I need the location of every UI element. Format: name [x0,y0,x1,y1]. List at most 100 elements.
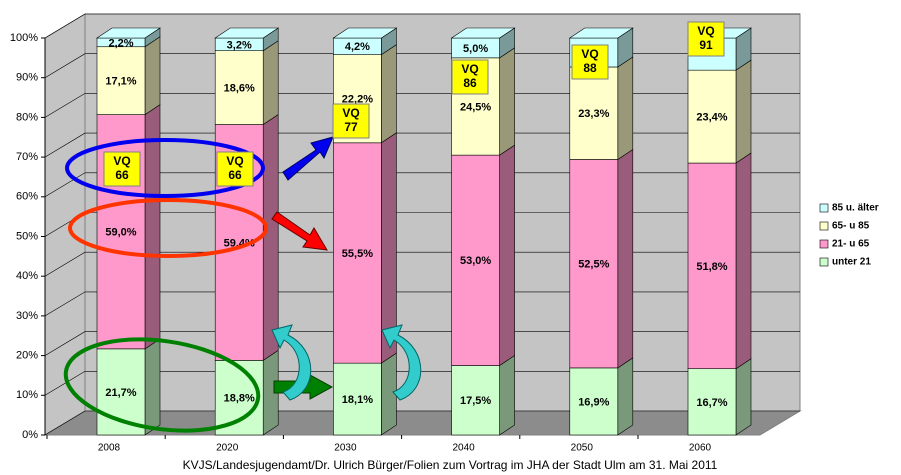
value-label: 23,4% [696,112,727,124]
legend-swatch [819,221,829,231]
y-tick-label: 70% [16,151,38,163]
bar-top [96,27,161,39]
bar-side [617,56,634,161]
bar-side [617,148,634,369]
bar-side [735,358,752,436]
bar-side [262,113,279,361]
bar-side [735,59,752,164]
annotation-box [216,151,254,187]
annotation-value: 86 [463,76,477,90]
annotation-label: VQ [581,47,598,61]
value-label: 17,5% [460,395,491,407]
bar-side [735,152,752,370]
annotation-label: VQ [697,24,714,38]
value-label: 17,1% [105,76,136,88]
value-label: 21,7% [105,387,136,399]
grid-line [44,13,800,39]
grid-line [44,172,800,198]
bar-segment [451,154,500,366]
value-label: 18,1% [342,394,373,406]
y-tick-label: 20% [16,350,38,362]
y-tick-label: 80% [16,111,38,123]
legend-swatch [819,203,829,213]
value-label: 4,2% [345,41,370,53]
legend-swatch [819,257,829,267]
curved-arrow [271,324,312,401]
grid-line [44,93,800,118]
value-label: 18,8% [224,393,255,405]
value-label: 52,5% [578,259,609,271]
y-tick-label: 50% [16,230,38,242]
value-label: 18,6% [224,83,255,95]
bar-segment [687,69,737,164]
y-tick-label: 60% [16,191,38,203]
bar-side [381,44,397,144]
x-tick-label: 2020 [216,443,239,454]
value-label: 51,8% [696,261,727,273]
annotation-box [332,103,370,139]
bar-side [144,36,161,116]
bar-top [214,27,280,39]
x-tick-label: 2008 [98,443,121,454]
annotation-label: VQ [461,62,478,76]
annotation-label: VQ [342,106,359,120]
legend-label: 65- u 85 [832,221,870,232]
x-tick-label: 2060 [689,443,712,454]
x-tick-label: 2050 [571,443,594,454]
value-label: 24,5% [460,101,491,113]
grid-line [44,331,800,356]
ellipse [63,337,261,433]
annotation-value: 88 [583,61,597,75]
curved-arrow [381,324,422,401]
decorations [63,136,422,433]
legend-swatch [819,239,829,249]
bar-segment [569,367,619,436]
grid: 0% 10% 20% 30% 40% 50% 60% 70% 80% 90% 100% [10,13,800,441]
bar-side [262,40,279,126]
grid-line [44,370,800,396]
bar-top [332,27,398,39]
bar-segment [687,368,737,436]
grid-line [44,132,800,158]
bar-side [499,144,515,367]
value-label: 23,3% [578,108,609,120]
grid-line [44,53,800,78]
grid-line [44,291,800,317]
annotation-value: 66 [115,168,129,182]
value-label: 22,2% [342,94,373,106]
arrow [271,211,328,251]
arrow [282,136,334,181]
legend-label: 21- u 65 [832,239,870,250]
annotation-label: VQ [113,154,130,168]
value-label: 5,0% [463,43,488,55]
legend-label: 85 u. älter [832,203,879,214]
y-tick-label: 0% [22,429,38,441]
value-label: 59,0% [105,227,136,239]
bar-segment [451,365,500,436]
value-label: 16,7% [696,397,727,409]
grid-line [44,410,800,436]
annotation-box [571,44,609,80]
legend-label: unter 21 [832,257,871,268]
bar-segment [214,360,264,436]
y-tick-label: 30% [16,310,38,322]
bar-side [499,354,515,436]
grid-line [44,251,800,277]
annotation-box [451,59,489,95]
footer: KVJS/Landesjugendamt/Dr. Ulrich Bürger/F… [183,458,718,472]
value-label: 2,2% [108,37,133,49]
legend: 85 u. älter 65- u 85 21- u 65 unter 21 [812,196,901,278]
bar-segment [569,66,619,160]
annotation-value: 91 [699,38,713,52]
value-label: 53,0% [460,255,491,267]
bar-segment [214,50,264,125]
y-tick-label: 90% [16,72,38,84]
bar-top [450,27,516,39]
x-tick-label: 2030 [334,443,357,454]
value-label: 3,2% [227,39,252,51]
value-label: 16,9% [578,396,609,408]
annotation-box [103,151,141,187]
ellipse [68,198,268,258]
